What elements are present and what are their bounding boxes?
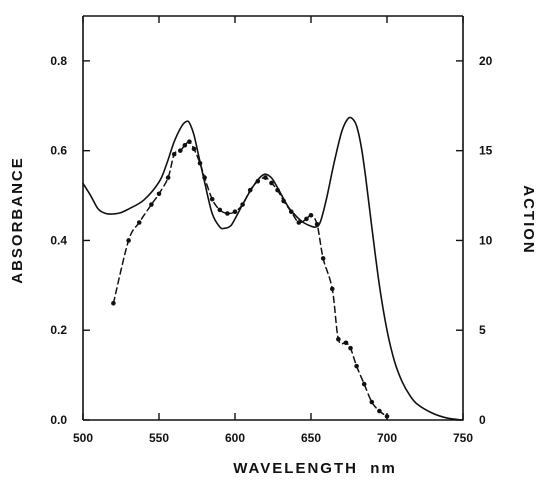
action-data-point bbox=[361, 381, 367, 387]
right-tick-label: 5 bbox=[479, 323, 486, 337]
x-tick-label: 600 bbox=[225, 431, 245, 445]
x-tick-label: 700 bbox=[377, 431, 397, 445]
x-tick-label: 550 bbox=[149, 431, 169, 445]
action-data-point bbox=[281, 198, 286, 204]
action-data-point bbox=[263, 175, 268, 180]
action-data-point bbox=[308, 213, 314, 218]
action-data-point bbox=[255, 178, 261, 184]
action-spectrum-line bbox=[112, 140, 388, 418]
right-tick-label: 20 bbox=[479, 54, 493, 68]
left-tick-label: 0.2 bbox=[50, 323, 67, 337]
action-data-point bbox=[354, 363, 359, 369]
left-tick-label: 0.6 bbox=[50, 144, 67, 158]
action-data-point bbox=[187, 139, 192, 144]
action-data-point bbox=[329, 286, 335, 292]
x-axis-ticks: 500 550 600 650 700 750 bbox=[73, 16, 473, 445]
action-data-point bbox=[314, 221, 320, 227]
left-axis-title: ABSORBANCE bbox=[9, 156, 26, 284]
x-tick-label: 750 bbox=[453, 431, 473, 445]
left-tick-label: 0.8 bbox=[50, 54, 67, 68]
action-data-point bbox=[247, 187, 253, 193]
action-data-point bbox=[336, 336, 341, 342]
right-tick-label: 10 bbox=[479, 233, 493, 247]
action-data-point bbox=[384, 414, 390, 419]
action-data-point bbox=[111, 300, 116, 306]
action-data-point bbox=[149, 202, 154, 207]
action-data-point bbox=[182, 142, 188, 148]
action-data-point bbox=[171, 151, 177, 157]
action-data-point bbox=[288, 209, 294, 215]
x-tick-label: 650 bbox=[301, 431, 321, 445]
action-data-point bbox=[269, 180, 274, 186]
action-data-point bbox=[343, 340, 349, 346]
action-data-point bbox=[369, 399, 375, 405]
absorbance-spectrum-line bbox=[82, 116, 464, 421]
action-data-point bbox=[304, 216, 309, 222]
left-tick-label: 0.4 bbox=[50, 233, 67, 247]
action-data-point bbox=[217, 207, 223, 213]
action-data-point bbox=[191, 146, 197, 152]
action-data-point bbox=[320, 256, 326, 261]
action-data-point bbox=[126, 238, 131, 243]
action-data-point bbox=[197, 160, 203, 166]
action-data-point bbox=[348, 345, 353, 351]
action-data-point bbox=[240, 202, 245, 207]
action-data-point bbox=[296, 220, 302, 225]
x-axis-title: WAVELENGTH nm bbox=[233, 460, 397, 477]
x-tick-label: 500 bbox=[73, 431, 93, 445]
action-data-point bbox=[377, 408, 382, 414]
right-tick-label: 0 bbox=[479, 413, 486, 427]
action-data-point bbox=[165, 175, 171, 180]
action-data-point bbox=[232, 209, 238, 215]
action-data-point bbox=[156, 191, 162, 197]
left-tick-label: 0.0 bbox=[50, 413, 67, 427]
right-axis-title: ACTION bbox=[520, 185, 537, 255]
right-tick-label: 15 bbox=[479, 144, 493, 158]
right-axis-ticks: 0 5 10 15 20 bbox=[456, 54, 493, 427]
action-data-point bbox=[225, 211, 230, 216]
action-data-point bbox=[136, 220, 142, 225]
action-data-point bbox=[209, 196, 215, 202]
action-data-point bbox=[202, 175, 207, 180]
left-axis-ticks: 0.0 0.2 0.4 0.6 0.8 bbox=[50, 54, 90, 427]
series-layer bbox=[82, 116, 464, 421]
action-data-point bbox=[177, 148, 183, 153]
plot-frame bbox=[82, 15, 464, 421]
action-data-point bbox=[275, 187, 280, 193]
